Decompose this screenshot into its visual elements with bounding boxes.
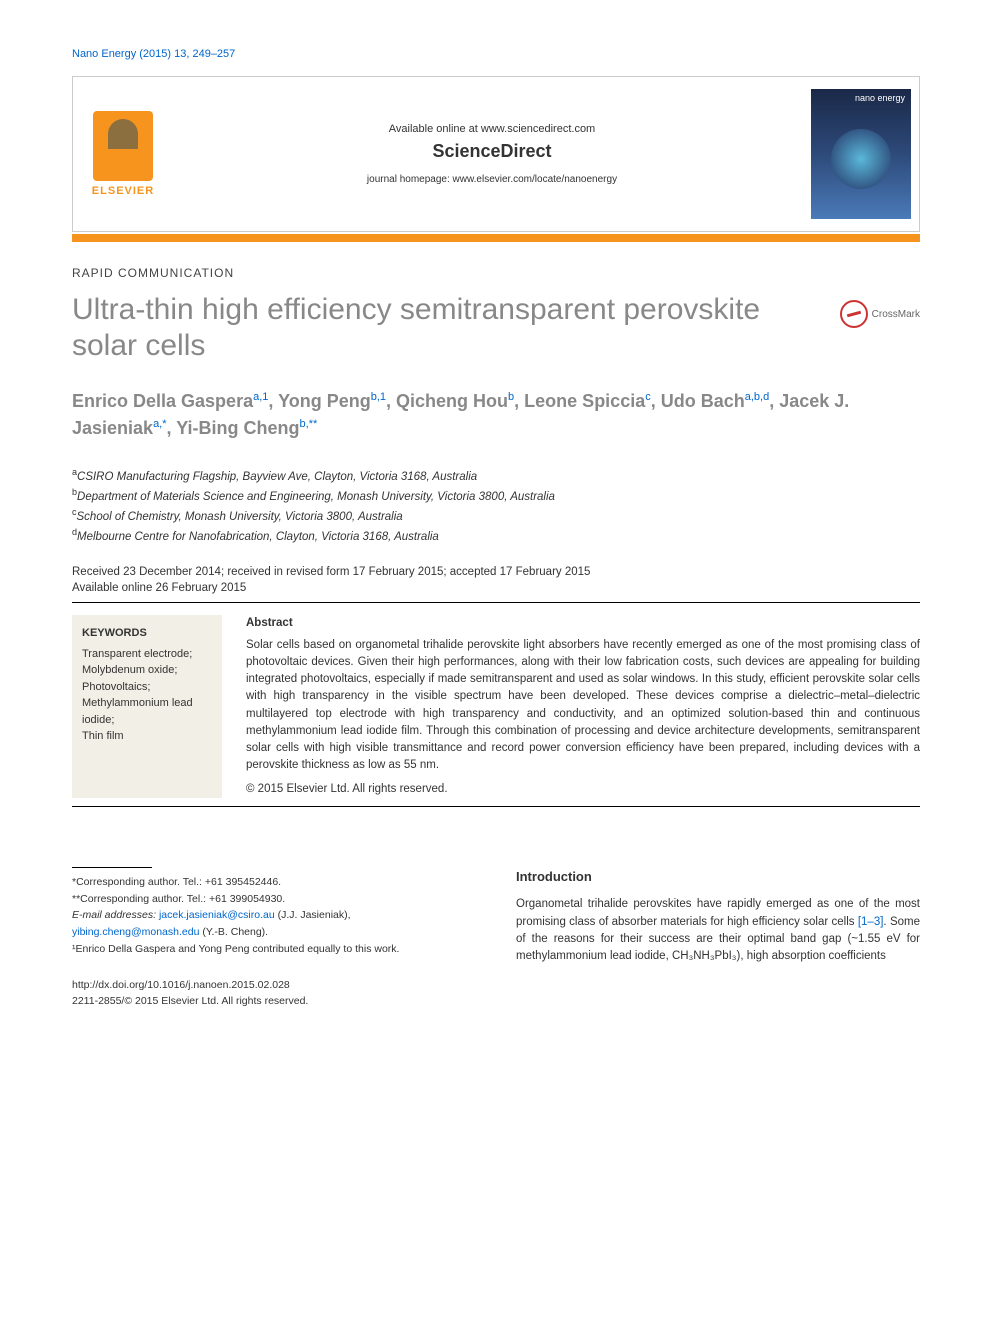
- corresponding-author-2: **Corresponding author. Tel.: +61 399054…: [72, 891, 476, 908]
- header-accent-bar: [72, 234, 920, 242]
- footnotes-column: *Corresponding author. Tel.: +61 3954524…: [72, 867, 476, 1009]
- elsevier-tree-icon: [93, 111, 153, 181]
- keywords-box: KEYWORDS Transparent electrode;Molybdenu…: [72, 615, 222, 798]
- introduction-text: Organometal trihalide perovskites have r…: [516, 896, 920, 965]
- online-date: Available online 26 February 2015: [72, 582, 920, 594]
- elsevier-logo: ELSEVIER: [73, 111, 173, 197]
- journal-homepage: journal homepage: www.elsevier.com/locat…: [173, 174, 811, 185]
- email-name-1: (J.J. Jasieniak),: [275, 909, 351, 921]
- article-type: RAPID COMMUNICATION: [72, 266, 920, 280]
- abstract-text: Solar cells based on organometal trihali…: [246, 637, 920, 775]
- crossmark-label: CrossMark: [872, 309, 920, 320]
- authors-list: Enrico Della Gasperaa,1, Yong Pengb,1, Q…: [72, 388, 920, 442]
- crossmark-icon: [840, 300, 868, 328]
- affiliations-list: aCSIRO Manufacturing Flagship, Bayview A…: [72, 466, 920, 546]
- issn-copyright: 2211-2855/© 2015 Elsevier Ltd. All right…: [72, 994, 476, 1010]
- email-addresses: E-mail addresses: jacek.jasieniak@csiro.…: [72, 907, 476, 941]
- divider-top: [72, 602, 920, 603]
- cover-graphic: [831, 129, 891, 189]
- elsevier-text: ELSEVIER: [73, 185, 173, 197]
- corresponding-author-1: *Corresponding author. Tel.: +61 3954524…: [72, 874, 476, 891]
- keywords-content: Transparent electrode;Molybdenum oxide;P…: [82, 646, 212, 745]
- email-name-2: (Y.-B. Cheng).: [199, 926, 268, 938]
- sciencedirect-brand: ScienceDirect: [173, 141, 811, 162]
- introduction-heading: Introduction: [516, 867, 920, 887]
- doi-link[interactable]: http://dx.doi.org/10.1016/j.nanoen.2015.…: [72, 978, 476, 994]
- keywords-heading: KEYWORDS: [82, 625, 212, 642]
- available-online-text: Available online at www.sciencedirect.co…: [173, 123, 811, 135]
- divider-bottom: [72, 806, 920, 807]
- equal-contribution-note: ¹Enrico Della Gaspera and Yong Peng cont…: [72, 941, 476, 958]
- cover-title: nano energy: [855, 93, 905, 103]
- abstract-body: Abstract Solar cells based on organometa…: [246, 615, 920, 798]
- journal-cover-image: nano energy: [811, 89, 911, 219]
- journal-reference: Nano Energy (2015) 13, 249–257: [72, 48, 920, 60]
- received-dates: Received 23 December 2014; received in r…: [72, 566, 920, 578]
- email-label: E-mail addresses:: [72, 909, 156, 921]
- crossmark-badge[interactable]: CrossMark: [840, 300, 920, 328]
- introduction-column: Introduction Organometal trihalide perov…: [516, 867, 920, 1009]
- abstract-heading: Abstract: [246, 615, 920, 632]
- email-link-2[interactable]: yibing.cheng@monash.edu: [72, 926, 199, 938]
- journal-header: ELSEVIER Available online at www.science…: [72, 76, 920, 232]
- email-link-1[interactable]: jacek.jasieniak@csiro.au: [159, 909, 275, 921]
- article-title: Ultra-thin high efficiency semitranspare…: [72, 292, 824, 364]
- footnote-divider: [72, 867, 152, 868]
- abstract-copyright: © 2015 Elsevier Ltd. All rights reserved…: [246, 781, 920, 798]
